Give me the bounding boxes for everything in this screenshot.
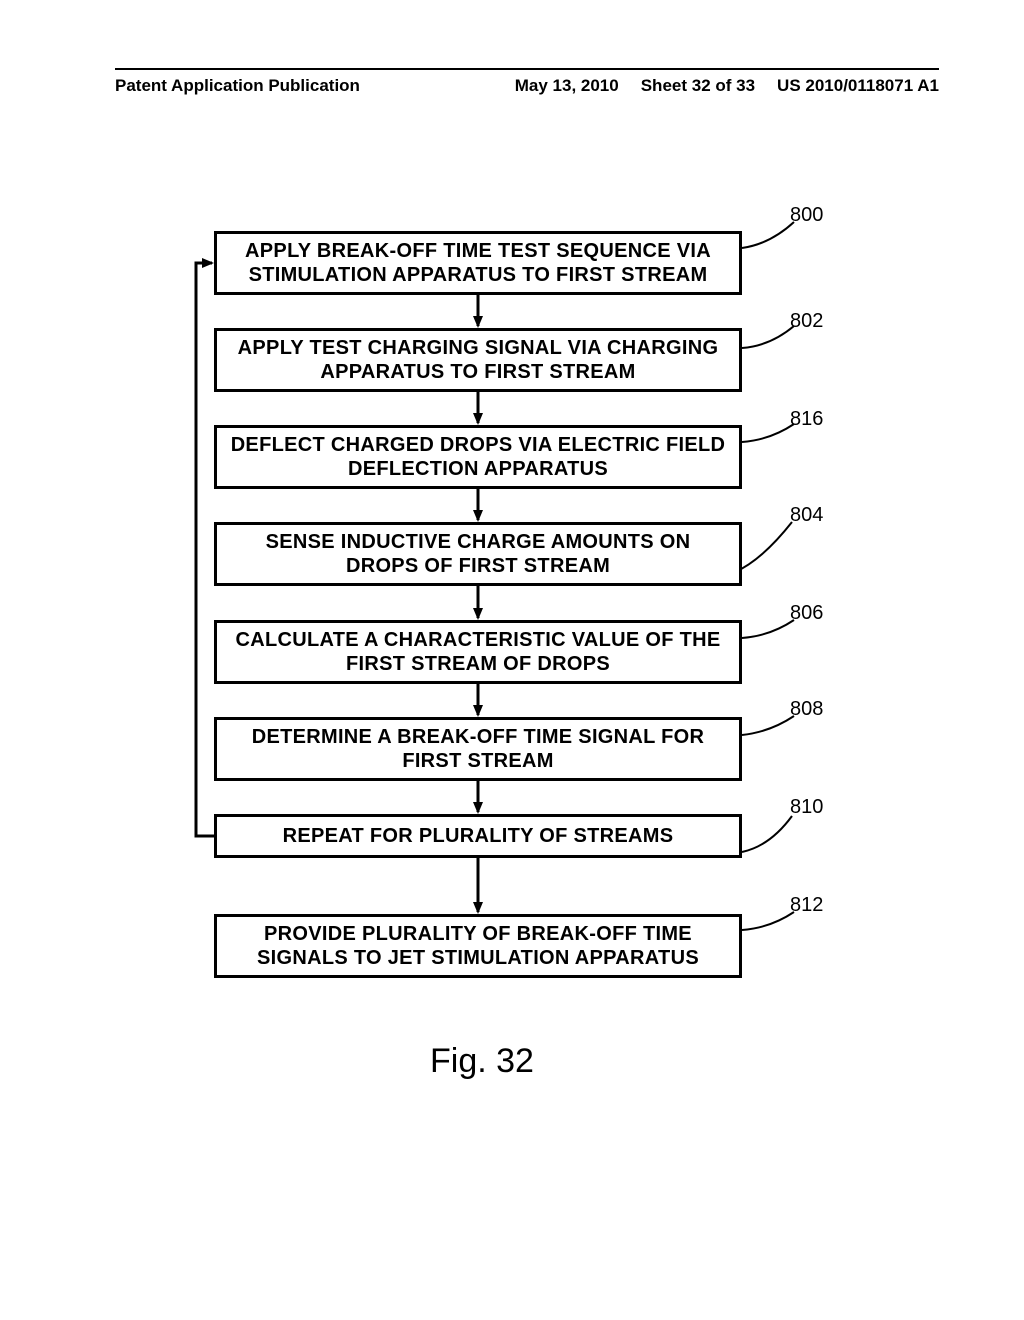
ref-802: 802: [790, 310, 823, 333]
ref-816: 816: [790, 408, 823, 431]
flow-box-b806: CALCULATE A CHARACTERISTIC VALUE OF THE …: [214, 620, 742, 684]
flow-box-b804: SENSE INDUCTIVE CHARGE AMOUNTS ON DROPS …: [214, 522, 742, 586]
ref-810: 810: [790, 796, 823, 819]
flow-box-b808: DETERMINE A BREAK-OFF TIME SIGNAL FOR FI…: [214, 717, 742, 781]
ref-812: 812: [790, 894, 823, 917]
flow-box-b812: PROVIDE PLURALITY OF BREAK-OFF TIME SIGN…: [214, 914, 742, 978]
flow-box-b802: APPLY TEST CHARGING SIGNAL VIA CHARGING …: [214, 328, 742, 392]
ref-800: 800: [790, 204, 823, 227]
flow-box-b800: APPLY BREAK-OFF TIME TEST SEQUENCE VIA S…: [214, 231, 742, 295]
flow-box-b816: DEFLECT CHARGED DROPS VIA ELECTRIC FIELD…: [214, 425, 742, 489]
page: Patent Application Publication May 13, 2…: [0, 0, 1024, 1320]
flow-box-b810: REPEAT FOR PLURALITY OF STREAMS: [214, 814, 742, 858]
ref-808: 808: [790, 698, 823, 721]
figure-caption: Fig. 32: [430, 1042, 534, 1081]
ref-806: 806: [790, 602, 823, 625]
ref-804: 804: [790, 504, 823, 527]
flowchart: APPLY BREAK-OFF TIME TEST SEQUENCE VIA S…: [0, 0, 1024, 1320]
